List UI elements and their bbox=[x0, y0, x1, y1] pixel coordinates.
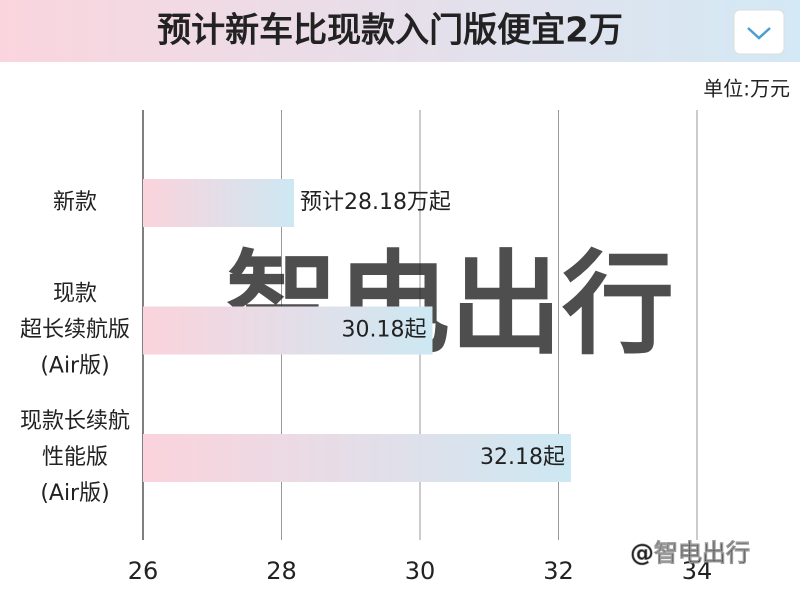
value-label: 预计28.18万起 bbox=[300, 190, 451, 215]
y-tick-label: 现款 bbox=[53, 282, 97, 307]
y-tick-label: 超长续航版 bbox=[20, 318, 130, 343]
chart-title: 预计新车比现款入门版便宜2万 bbox=[157, 11, 623, 51]
title-bar bbox=[0, 0, 800, 62]
dropdown-button[interactable] bbox=[733, 9, 785, 55]
y-tick-label: 现款长续航 bbox=[20, 409, 130, 434]
bar bbox=[143, 179, 294, 227]
x-tick-label: 32 bbox=[543, 557, 574, 585]
bar bbox=[143, 434, 571, 482]
y-tick-label: 性能版 bbox=[42, 445, 108, 470]
watermark-credit: @智电出行 bbox=[630, 539, 750, 567]
x-tick-label: 30 bbox=[405, 557, 436, 585]
y-tick-label: (Air版) bbox=[40, 481, 109, 506]
y-tick-label: (Air版) bbox=[40, 354, 109, 379]
value-label: 32.18起 bbox=[480, 445, 565, 470]
x-tick-label: 26 bbox=[128, 557, 159, 585]
value-label: 30.18起 bbox=[341, 318, 426, 343]
y-tick-label: 新款 bbox=[53, 190, 97, 215]
x-tick-label: 28 bbox=[266, 557, 297, 585]
bar bbox=[143, 306, 433, 355]
x-tick-label: 34 bbox=[682, 557, 713, 585]
unit-label: 单位:万元 bbox=[703, 77, 790, 101]
